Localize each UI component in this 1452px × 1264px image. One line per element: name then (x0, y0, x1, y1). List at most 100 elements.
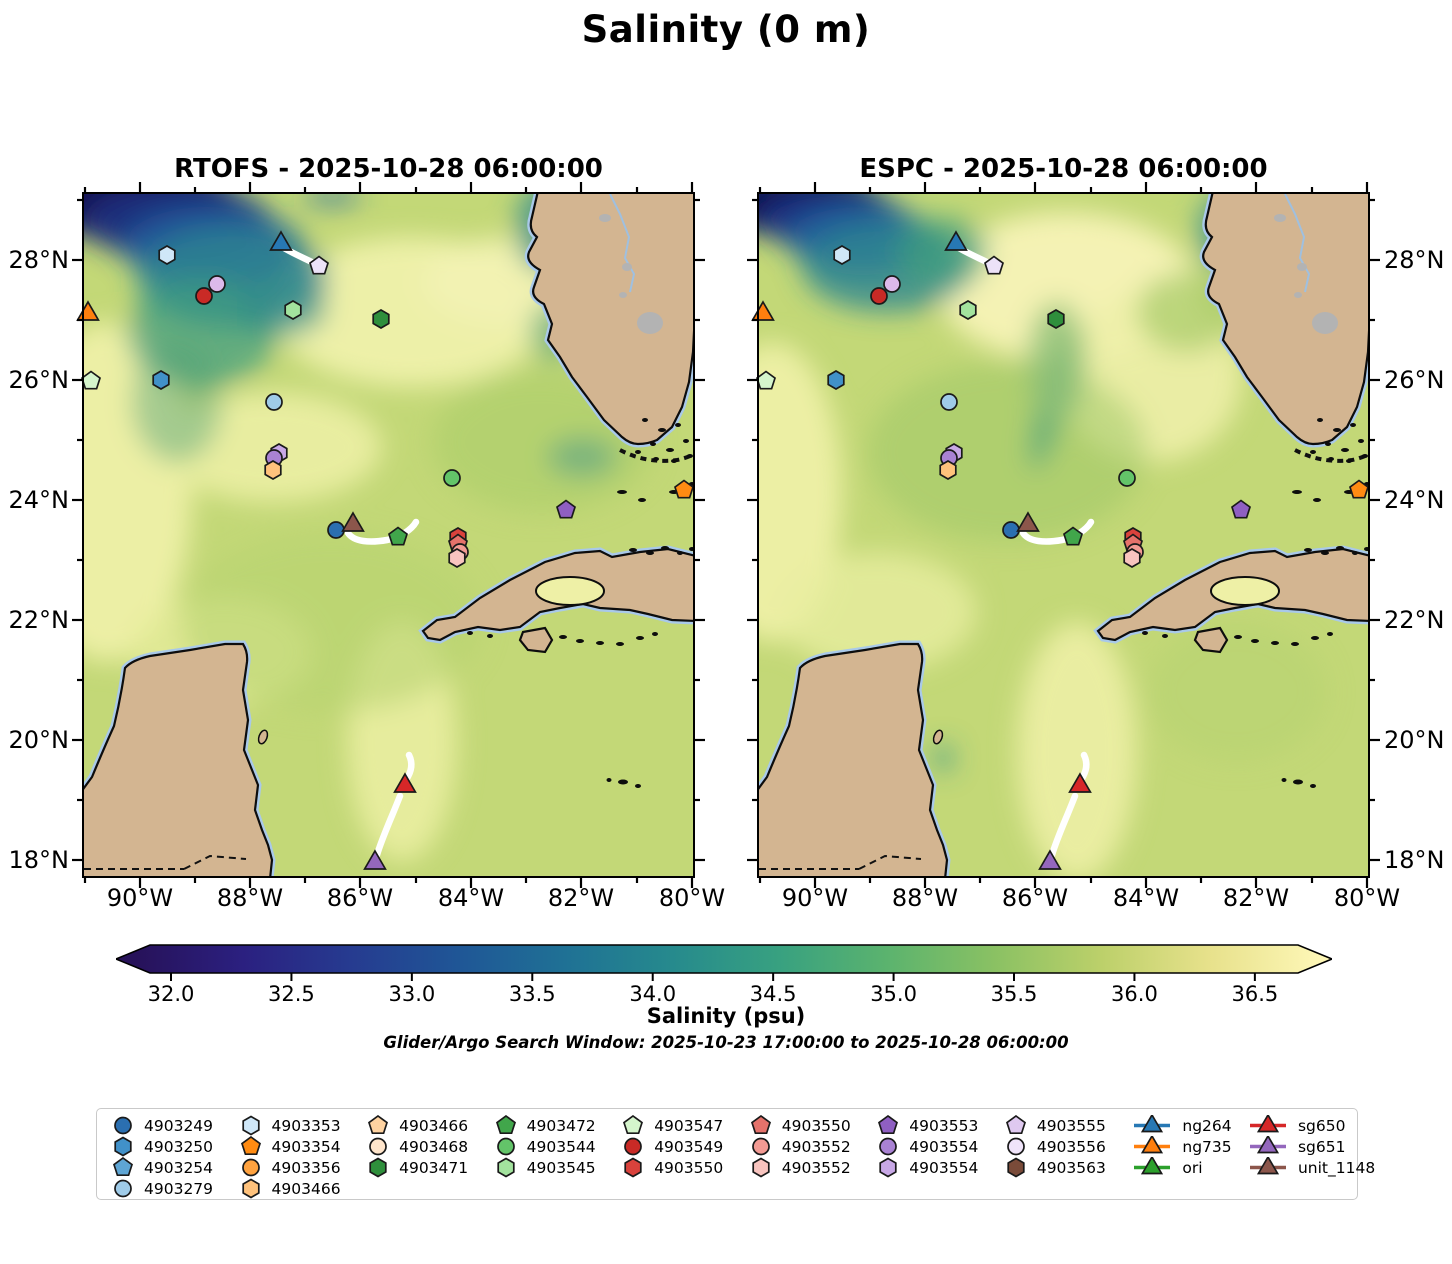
x-tick-label: 84°W (1112, 884, 1180, 912)
map-marker-4903545 (959, 300, 977, 320)
map-marker-sg651 (1038, 849, 1062, 870)
legend-label: 4903354 (271, 1137, 341, 1156)
map-marker-sg651 (363, 849, 387, 870)
glider-line-triangle-icon (1134, 1157, 1171, 1175)
x-tick-label: 84°W (437, 884, 505, 912)
legend-label: 4903554 (909, 1158, 979, 1177)
colorbar-shape (113, 944, 1335, 974)
legend-label: 4903550 (781, 1116, 851, 1135)
argo-pentagon-icon (368, 1115, 389, 1135)
argo-circle-icon (114, 1116, 132, 1135)
legend-item-argo: 4903249 (111, 1115, 239, 1136)
argo-hexagon-icon (369, 1157, 387, 1178)
y-tick-label: 18°N (1384, 846, 1445, 874)
y-tick-label: 26°N (8, 366, 70, 394)
figure-title: Salinity (0 m) (581, 8, 871, 51)
legend-item-argo: 4903552 (749, 1157, 877, 1178)
glider-line-triangle-icon (1134, 1136, 1171, 1154)
map-marker-sg650 (393, 772, 417, 793)
colorbar-tick-label: 36.0 (1111, 982, 1158, 1006)
legend-item-argo: 4903549 (621, 1136, 749, 1157)
y-tick-label: 22°N (1384, 606, 1445, 634)
legend-label: 4903356 (271, 1158, 341, 1177)
glider-line-triangle-icon (1134, 1115, 1171, 1133)
search-window-subtitle: Glider/Argo Search Window: 2025-10-23 17… (383, 1033, 1069, 1052)
map-marker-4903544 (443, 469, 461, 487)
panel-spine (82, 192, 695, 878)
map-marker-4903472 (388, 526, 408, 546)
map-marker-4903549 (870, 287, 888, 305)
map-marker-4903466 (939, 460, 957, 480)
y-tick-label: 20°N (8, 726, 70, 754)
legend-item-argo: 4903356 (239, 1157, 367, 1178)
map-marker-4903250 (827, 370, 845, 390)
legend-column: 4903547 4903549 4903550 (621, 1115, 749, 1178)
x-tick-label: 88°W (891, 884, 959, 912)
legend-item-argo: 4903250 (111, 1136, 239, 1157)
colorbar-title: Salinity (psu) (646, 1004, 806, 1028)
colorbar-tick-label: 35.0 (870, 982, 917, 1006)
legend-item-glider: unit_1148 (1247, 1157, 1375, 1178)
y-tick-label: 20°N (1384, 726, 1445, 754)
colorbar-tick-label: 33.5 (508, 982, 556, 1006)
argo-circle-icon (241, 1158, 260, 1177)
legend-column: 4903249 4903250 4903254 4903279 (111, 1115, 239, 1199)
glider-line-triangle-icon (1249, 1157, 1286, 1175)
legend-column: 4903466 4903468 4903471 (366, 1115, 494, 1178)
legend-label: 4903553 (909, 1116, 979, 1135)
map-marker-4903552h (448, 548, 466, 568)
y-tick-label: 22°N (8, 606, 70, 634)
map-marker-4903279 (940, 393, 958, 411)
map-marker-4903471 (1047, 309, 1065, 329)
legend-label: 4903552 (781, 1137, 851, 1156)
map-marker-4903555 (309, 255, 329, 275)
colorbar (113, 944, 1335, 984)
legend-column: 4903555 4903556 4903563 (1004, 1115, 1132, 1178)
x-tick-label: 88°W (216, 884, 284, 912)
glider-line-triangle-icon (1249, 1136, 1286, 1154)
x-tick-label: 80°W (1333, 884, 1401, 912)
map-marker-4903544 (1118, 469, 1136, 487)
argo-circle-icon (879, 1137, 898, 1156)
map-marker-4903279 (265, 393, 283, 411)
legend-item-argo: 4903471 (366, 1157, 494, 1178)
argo-circle-icon (369, 1137, 387, 1156)
legend-label: 4903550 (654, 1158, 724, 1177)
legend-item-argo: 4903353 (239, 1115, 367, 1136)
argo-pentagon-icon (623, 1115, 644, 1135)
map-marker-4903545 (284, 300, 302, 320)
panel-spine (757, 192, 1370, 878)
legend-item-argo: 4903354 (239, 1136, 367, 1157)
map-marker-ng264 (944, 230, 968, 251)
legend-item-argo: 4903279 (111, 1178, 239, 1199)
argo-pentagon-icon (750, 1115, 771, 1135)
argo-pentagon-icon (878, 1115, 899, 1135)
legend-item-argo: 4903552 (749, 1136, 877, 1157)
colorbar-tick-label: 32.5 (268, 982, 315, 1006)
legend-label: 4903249 (144, 1116, 214, 1135)
colorbar-tick-label: 35.5 (990, 982, 1038, 1006)
map-marker-4903353 (833, 245, 851, 265)
legend-label: ori (1182, 1158, 1203, 1177)
map-marker-4903354 (674, 479, 694, 499)
argo-pentagon-icon (113, 1157, 133, 1177)
legend-label: 4903549 (654, 1137, 724, 1156)
argo-hexagon-icon (1007, 1157, 1025, 1178)
y-tick-label: 26°N (1384, 366, 1445, 394)
legend-label: 4903552 (781, 1158, 851, 1177)
legend-label: 4903254 (144, 1158, 214, 1177)
argo-circle-icon (751, 1137, 770, 1156)
legend-item-argo: 4903544 (494, 1136, 622, 1157)
argo-hexagon-icon (114, 1136, 132, 1157)
argo-hexagon-icon (879, 1157, 897, 1178)
legend-column: sg650 sg651 unit_1148 (1247, 1115, 1375, 1178)
axis-ticks-rtofs (72, 182, 705, 888)
legend-label: 4903547 (654, 1116, 724, 1135)
legend-label: 4903544 (526, 1137, 596, 1156)
x-tick-label: 82°W (547, 884, 615, 912)
legend-label: 4903468 (399, 1137, 469, 1156)
legend-item-glider: ng735 (1131, 1136, 1247, 1157)
legend-column: 4903472 4903544 4903545 (494, 1115, 622, 1178)
x-tick-label: 90°W (781, 884, 849, 912)
colorbar-tick-label: 36.5 (1231, 982, 1279, 1006)
